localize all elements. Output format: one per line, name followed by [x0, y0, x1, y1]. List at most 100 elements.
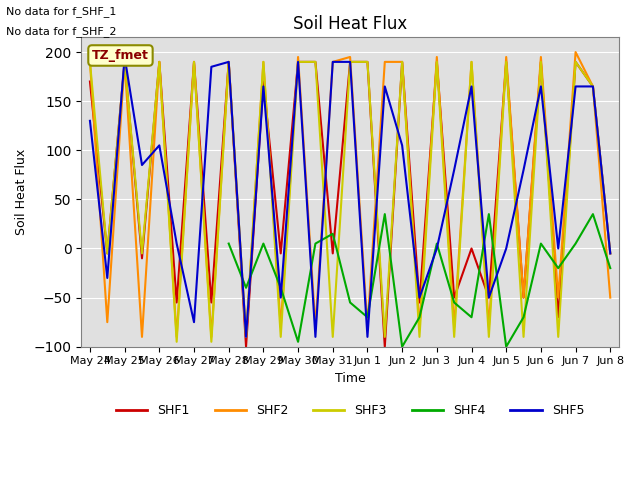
SHF3	[329, 334, 337, 340]
SHF5	[433, 246, 441, 252]
Line: SHF2: SHF2	[90, 52, 611, 337]
SHF4	[242, 285, 250, 291]
Text: TZ_fmet: TZ_fmet	[92, 49, 149, 62]
SHF4	[225, 240, 232, 246]
SHF5	[381, 84, 388, 89]
SHF3	[121, 59, 129, 65]
SHF4	[398, 344, 406, 349]
SHF1	[572, 59, 579, 65]
SHF1	[433, 59, 441, 65]
SHF4	[468, 314, 476, 320]
SHF5	[294, 59, 302, 65]
SHF5	[156, 143, 163, 148]
SHF2	[346, 54, 354, 60]
X-axis label: Time: Time	[335, 372, 365, 385]
SHF5	[190, 319, 198, 325]
SHF1	[329, 251, 337, 256]
SHF1	[451, 295, 458, 300]
SHF2	[572, 49, 579, 55]
SHF4	[312, 240, 319, 246]
SHF5	[138, 162, 146, 168]
SHF2	[381, 59, 388, 65]
SHF1	[225, 59, 232, 65]
SHF2	[156, 59, 163, 65]
SHF1	[121, 59, 129, 65]
SHF2	[554, 295, 562, 300]
SHF3	[364, 59, 371, 65]
SHF4	[381, 211, 388, 217]
SHF3	[207, 339, 215, 345]
Line: SHF3: SHF3	[90, 62, 611, 342]
SHF3	[138, 251, 146, 256]
SHF2	[294, 54, 302, 60]
SHF3	[468, 59, 476, 65]
SHF5	[537, 84, 545, 89]
SHF3	[451, 334, 458, 340]
SHF3	[312, 59, 319, 65]
SHF2	[277, 324, 285, 330]
SHF1	[190, 59, 198, 65]
SHF2	[138, 334, 146, 340]
SHF3	[572, 59, 579, 65]
Text: No data for f_SHF_2: No data for f_SHF_2	[6, 25, 117, 36]
SHF1	[554, 314, 562, 320]
SHF1	[312, 59, 319, 65]
SHF3	[607, 251, 614, 256]
SHF2	[398, 59, 406, 65]
SHF2	[190, 59, 198, 65]
SHF3	[537, 59, 545, 65]
SHF2	[537, 54, 545, 60]
SHF5	[104, 275, 111, 281]
SHF1	[607, 251, 614, 256]
SHF5	[607, 251, 614, 256]
SHF3	[190, 59, 198, 65]
SHF3	[86, 59, 94, 65]
SHF3	[294, 59, 302, 65]
SHF3	[554, 334, 562, 340]
SHF4	[607, 265, 614, 271]
SHF5	[121, 54, 129, 60]
SHF4	[346, 300, 354, 305]
SHF2	[433, 54, 441, 60]
SHF2	[242, 334, 250, 340]
SHF2	[225, 59, 232, 65]
SHF1	[589, 84, 596, 89]
SHF5	[502, 246, 510, 252]
SHF3	[173, 339, 180, 345]
SHF1	[207, 300, 215, 305]
Line: SHF5: SHF5	[90, 57, 611, 337]
SHF4	[520, 314, 527, 320]
SHF2	[451, 324, 458, 330]
SHF4	[554, 265, 562, 271]
SHF3	[589, 84, 596, 89]
SHF4	[364, 314, 371, 320]
SHF1	[346, 59, 354, 65]
SHF2	[415, 324, 423, 330]
SHF3	[502, 59, 510, 65]
SHF1	[468, 246, 476, 252]
SHF5	[589, 84, 596, 89]
SHF1	[173, 300, 180, 305]
SHF5	[468, 84, 476, 89]
SHF3	[381, 334, 388, 340]
SHF3	[260, 59, 268, 65]
SHF5	[207, 64, 215, 70]
SHF2	[485, 324, 493, 330]
SHF2	[468, 59, 476, 65]
SHF3	[225, 59, 232, 65]
SHF2	[173, 334, 180, 340]
SHF4	[451, 300, 458, 305]
SHF4	[415, 314, 423, 320]
Legend: SHF1, SHF2, SHF3, SHF4, SHF5: SHF1, SHF2, SHF3, SHF4, SHF5	[111, 399, 589, 422]
SHF4	[502, 344, 510, 349]
Text: No data for f_SHF_1: No data for f_SHF_1	[6, 6, 116, 17]
SHF3	[433, 59, 441, 65]
SHF1	[260, 79, 268, 84]
SHF3	[277, 334, 285, 340]
SHF4	[537, 240, 545, 246]
SHF4	[260, 240, 268, 246]
SHF5	[329, 59, 337, 65]
SHF2	[260, 59, 268, 65]
SHF5	[554, 246, 562, 252]
Line: SHF1: SHF1	[90, 62, 611, 347]
